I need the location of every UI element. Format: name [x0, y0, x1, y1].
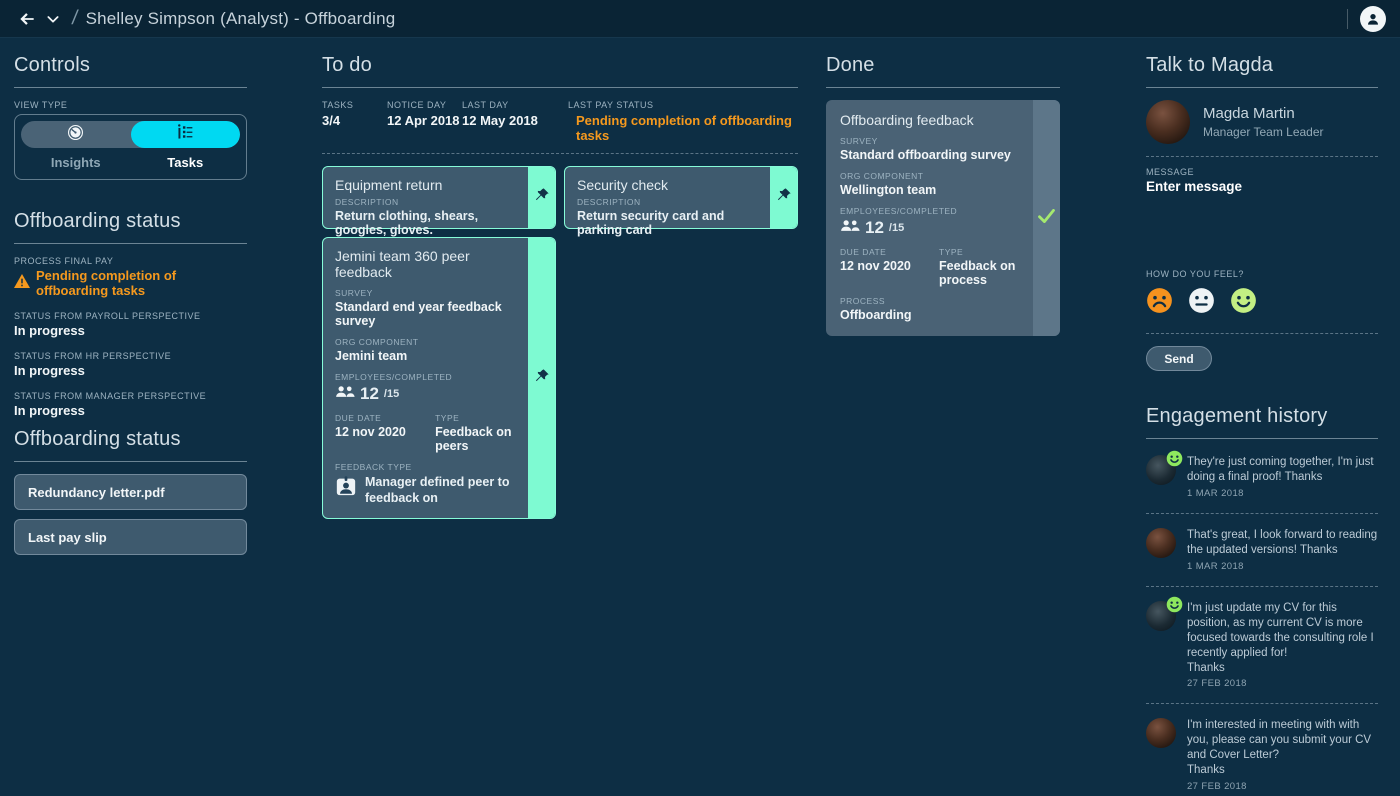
engagement-entry: That's great, I look forward to reading …: [1146, 524, 1378, 576]
talk-panel: Talk to Magda Magda Martin Manager Team …: [1146, 46, 1378, 796]
send-button[interactable]: Send: [1146, 346, 1212, 371]
tasks-list-icon: [175, 123, 195, 146]
done-card-offboarding-feedback[interactable]: Offboarding feedback SURVEY Standard off…: [826, 100, 1060, 336]
view-type-label: VIEW TYPE: [14, 100, 68, 110]
neutral-face-icon[interactable]: [1188, 287, 1215, 319]
entry-avatar: [1146, 527, 1176, 572]
happy-mood-icon: [1166, 596, 1183, 618]
employees-field: EMPLOYEES/COMPLETED 12 /15: [840, 206, 958, 237]
feel-label: HOW DO YOU FEEL?: [1146, 269, 1244, 279]
engagement-entry: They're just coming together, I'm just d…: [1146, 450, 1378, 503]
insights-label[interactable]: Insights: [50, 155, 101, 170]
back-arrow-icon[interactable]: [14, 6, 40, 32]
offboarding-documents-heading: Offboarding status: [14, 420, 247, 462]
entry-avatar: [1146, 718, 1176, 792]
hr-status-field: STATUS FROM HR PERSPECTIVE In progress: [14, 351, 172, 378]
entry-avatar: [1146, 596, 1183, 690]
id-badge-icon: [335, 475, 357, 502]
process-field: PROCESS Offboarding: [840, 296, 912, 322]
page-title: Shelley Simpson (Analyst) - Offboarding: [85, 8, 396, 28]
type-field: TYPE Feedback on peers: [435, 413, 512, 453]
employees-field: EMPLOYEES/COMPLETED 12 /15: [335, 372, 453, 403]
top-bar: / Shelley Simpson (Analyst) - Offboardin…: [0, 0, 1400, 38]
done-strip: [1033, 100, 1060, 336]
chevron-down-icon[interactable]: [40, 6, 66, 32]
due-date-field: DUE DATE 12 nov 2020: [840, 247, 911, 273]
feedback-type-field: FEEDBACK TYPE Manager defined peer to fe…: [335, 462, 510, 505]
survey-field: SURVEY Standard offboarding survey: [840, 136, 1011, 162]
pin-strip[interactable]: [770, 167, 797, 228]
last-pay-slip-button[interactable]: Last pay slip: [14, 519, 247, 555]
org-component-field: ORG COMPONENT Jemini team: [335, 337, 419, 363]
task-card-peer-feedback[interactable]: Jemini team 360 peer feedback SURVEY Sta…: [322, 237, 556, 520]
people-icon: [840, 219, 860, 237]
insights-gauge-icon: [66, 123, 85, 147]
final-pay-status: Pending completion of offboarding tasks: [36, 268, 177, 298]
todo-separator: [322, 153, 798, 154]
due-date-field: DUE DATE 12 nov 2020: [335, 413, 406, 439]
survey-field: SURVEY Standard end year feedback survey: [335, 288, 502, 328]
manager-name: Magda Martin: [1203, 105, 1295, 122]
pin-strip[interactable]: [528, 238, 555, 519]
toggle-tasks-segment[interactable]: [130, 121, 240, 148]
toggle-insights-segment[interactable]: [21, 121, 131, 148]
pin-strip[interactable]: [528, 167, 555, 228]
message-input[interactable]: Enter message: [1146, 179, 1243, 194]
process-final-pay-field: PROCESS FINAL PAY Pending completion of …: [14, 256, 247, 298]
people-icon: [335, 385, 355, 403]
happy-face-icon[interactable]: [1230, 287, 1257, 319]
check-icon: [1038, 208, 1055, 228]
stat-tasks: TASKS 3/4: [322, 100, 354, 128]
pin-icon: [776, 187, 792, 208]
offboarding-status-heading: Offboarding status: [14, 202, 247, 244]
manager-status-field: STATUS FROM MANAGER PERSPECTIVE In progr…: [14, 391, 207, 418]
talk-separator: [1146, 333, 1378, 334]
stat-last-day: LAST DAY 12 May 2018: [462, 100, 538, 128]
type-field: TYPE Feedback on process: [939, 247, 1016, 287]
engagement-entry: I'm interested in meeting with with you,…: [1146, 714, 1378, 796]
message-label: MESSAGE: [1146, 167, 1195, 177]
topbar-divider: [1347, 8, 1348, 29]
breadcrumb-divider: /: [70, 7, 80, 29]
done-panel: Done Offboarding feedback SURVEY Standar…: [826, 46, 1060, 336]
tasks-label[interactable]: Tasks: [167, 155, 204, 170]
stat-last-pay-status: LAST PAY STATUS Pending completion of of…: [568, 100, 792, 143]
org-component-field: ORG COMPONENT Wellington team: [840, 171, 937, 197]
mood-selector: [1146, 287, 1378, 319]
view-type-toggle: Insights Tasks: [14, 114, 247, 180]
done-heading: Done: [826, 46, 1060, 88]
user-profile-icon[interactable]: [1360, 5, 1386, 32]
talk-heading: Talk to Magda: [1146, 46, 1378, 88]
sad-face-icon[interactable]: [1146, 287, 1173, 319]
warning-triangle-icon: [14, 273, 30, 293]
payroll-status-field: STATUS FROM PAYROLL PERSPECTIVE In progr…: [14, 311, 201, 338]
controls-heading: Controls: [14, 46, 247, 88]
pin-icon: [534, 368, 550, 389]
task-card-equipment-return[interactable]: Equipment return DESCRIPTION Return clot…: [322, 166, 556, 237]
talk-separator: [1146, 156, 1378, 157]
todo-panel: To do TASKS 3/4 NOTICE DAY 12 Apr 2018 L…: [322, 46, 798, 520]
controls-panel: Controls VIEW TYPE Insights Tasks Offboa…: [14, 46, 247, 564]
engagement-heading: Engagement history: [1146, 397, 1378, 439]
stat-notice-day: NOTICE DAY 12 Apr 2018: [387, 100, 460, 128]
redundancy-letter-button[interactable]: Redundancy letter.pdf: [14, 474, 247, 510]
task-card-security-check[interactable]: Security check DESCRIPTION Return securi…: [564, 166, 798, 237]
happy-mood-icon: [1166, 450, 1183, 472]
manager-avatar: [1146, 100, 1190, 144]
manager-role: Manager Team Leader: [1203, 125, 1324, 139]
entry-avatar: [1146, 450, 1183, 499]
manager-profile: Magda Martin Manager Team Leader: [1146, 100, 1378, 144]
pin-icon: [534, 187, 550, 208]
engagement-entry: I'm just update my CV for this position,…: [1146, 596, 1378, 694]
todo-heading: To do: [322, 46, 798, 88]
todo-stats-row: TASKS 3/4 NOTICE DAY 12 Apr 2018 LAST DA…: [322, 100, 798, 143]
